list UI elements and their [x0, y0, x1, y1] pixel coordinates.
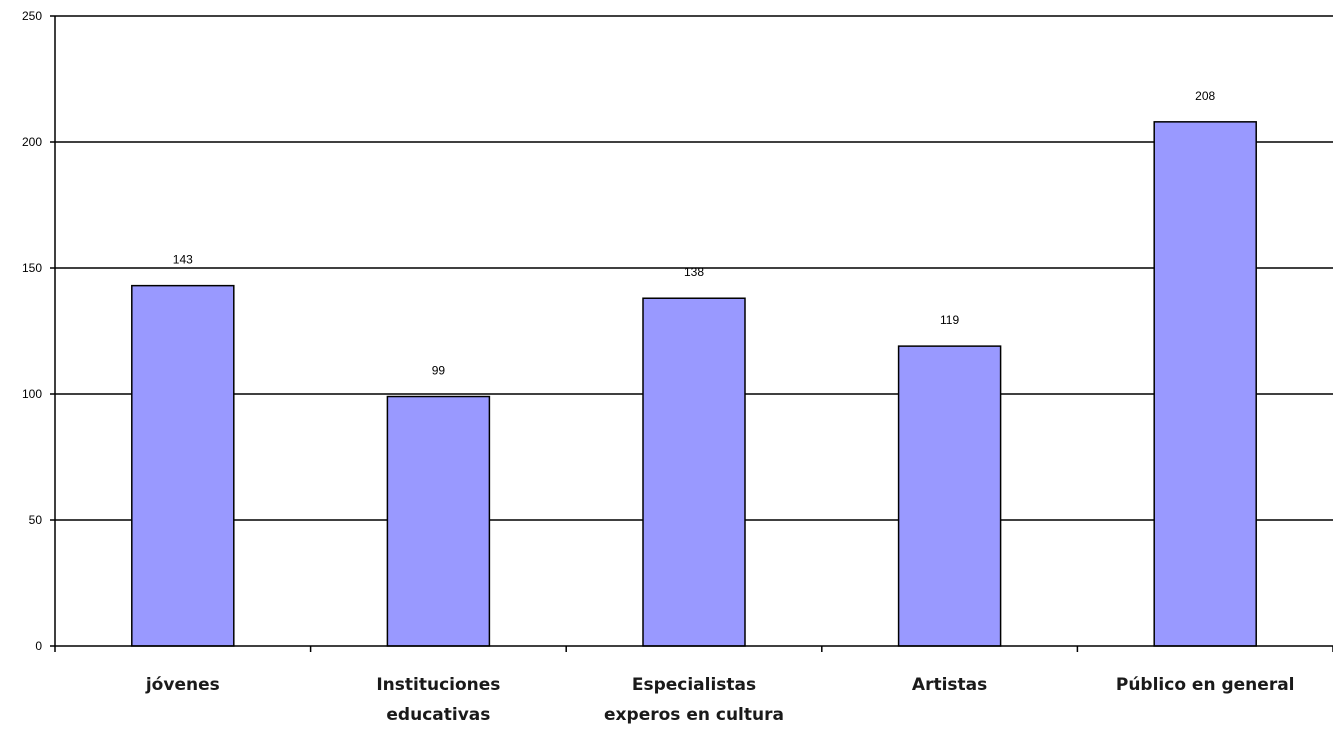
category-label-line: jóvenes: [145, 675, 220, 695]
category-label-line: Instituciones: [376, 675, 500, 695]
data-label: 143: [173, 253, 193, 267]
category-label-line: Artistas: [912, 675, 987, 695]
bars: [131, 121, 1257, 647]
bar: [1153, 121, 1257, 647]
category-label: Especialistas experos en cultura: [604, 675, 784, 725]
bar: [386, 395, 491, 647]
category-label-line: Especialistas: [632, 675, 756, 695]
category-label: Artistas: [912, 675, 987, 695]
data-label: 119: [940, 313, 959, 327]
bar: [642, 297, 746, 647]
data-labels: 143 99 138 119 208: [173, 89, 1216, 378]
category-label: jóvenes: [145, 675, 220, 695]
category-label: Instituciones educativas: [376, 675, 500, 725]
gridlines: [55, 15, 1333, 521]
category-label: Público en general: [1116, 675, 1295, 695]
category-labels: jóvenes Instituciones educativas Especialis…: [145, 675, 1295, 725]
y-axis-ticks: 0 50 100 150 200 250: [22, 9, 55, 653]
category-label-line: Público en general: [1116, 675, 1295, 695]
y-tick-label: 150: [22, 261, 42, 275]
y-tick-label: 100: [22, 387, 42, 401]
y-tick-label: 200: [22, 135, 42, 149]
data-label: 99: [432, 364, 446, 378]
y-tick-label: 50: [29, 513, 43, 527]
bar: [131, 284, 235, 647]
bar: [897, 345, 1002, 647]
data-label: 208: [1195, 89, 1215, 103]
y-tick-label: 250: [22, 9, 42, 23]
axes: [54, 16, 1333, 652]
data-label: 138: [684, 265, 704, 279]
category-label-line: educativas: [386, 705, 490, 725]
y-tick-label: 0: [35, 639, 42, 653]
category-label-line: experos en cultura: [604, 705, 784, 725]
